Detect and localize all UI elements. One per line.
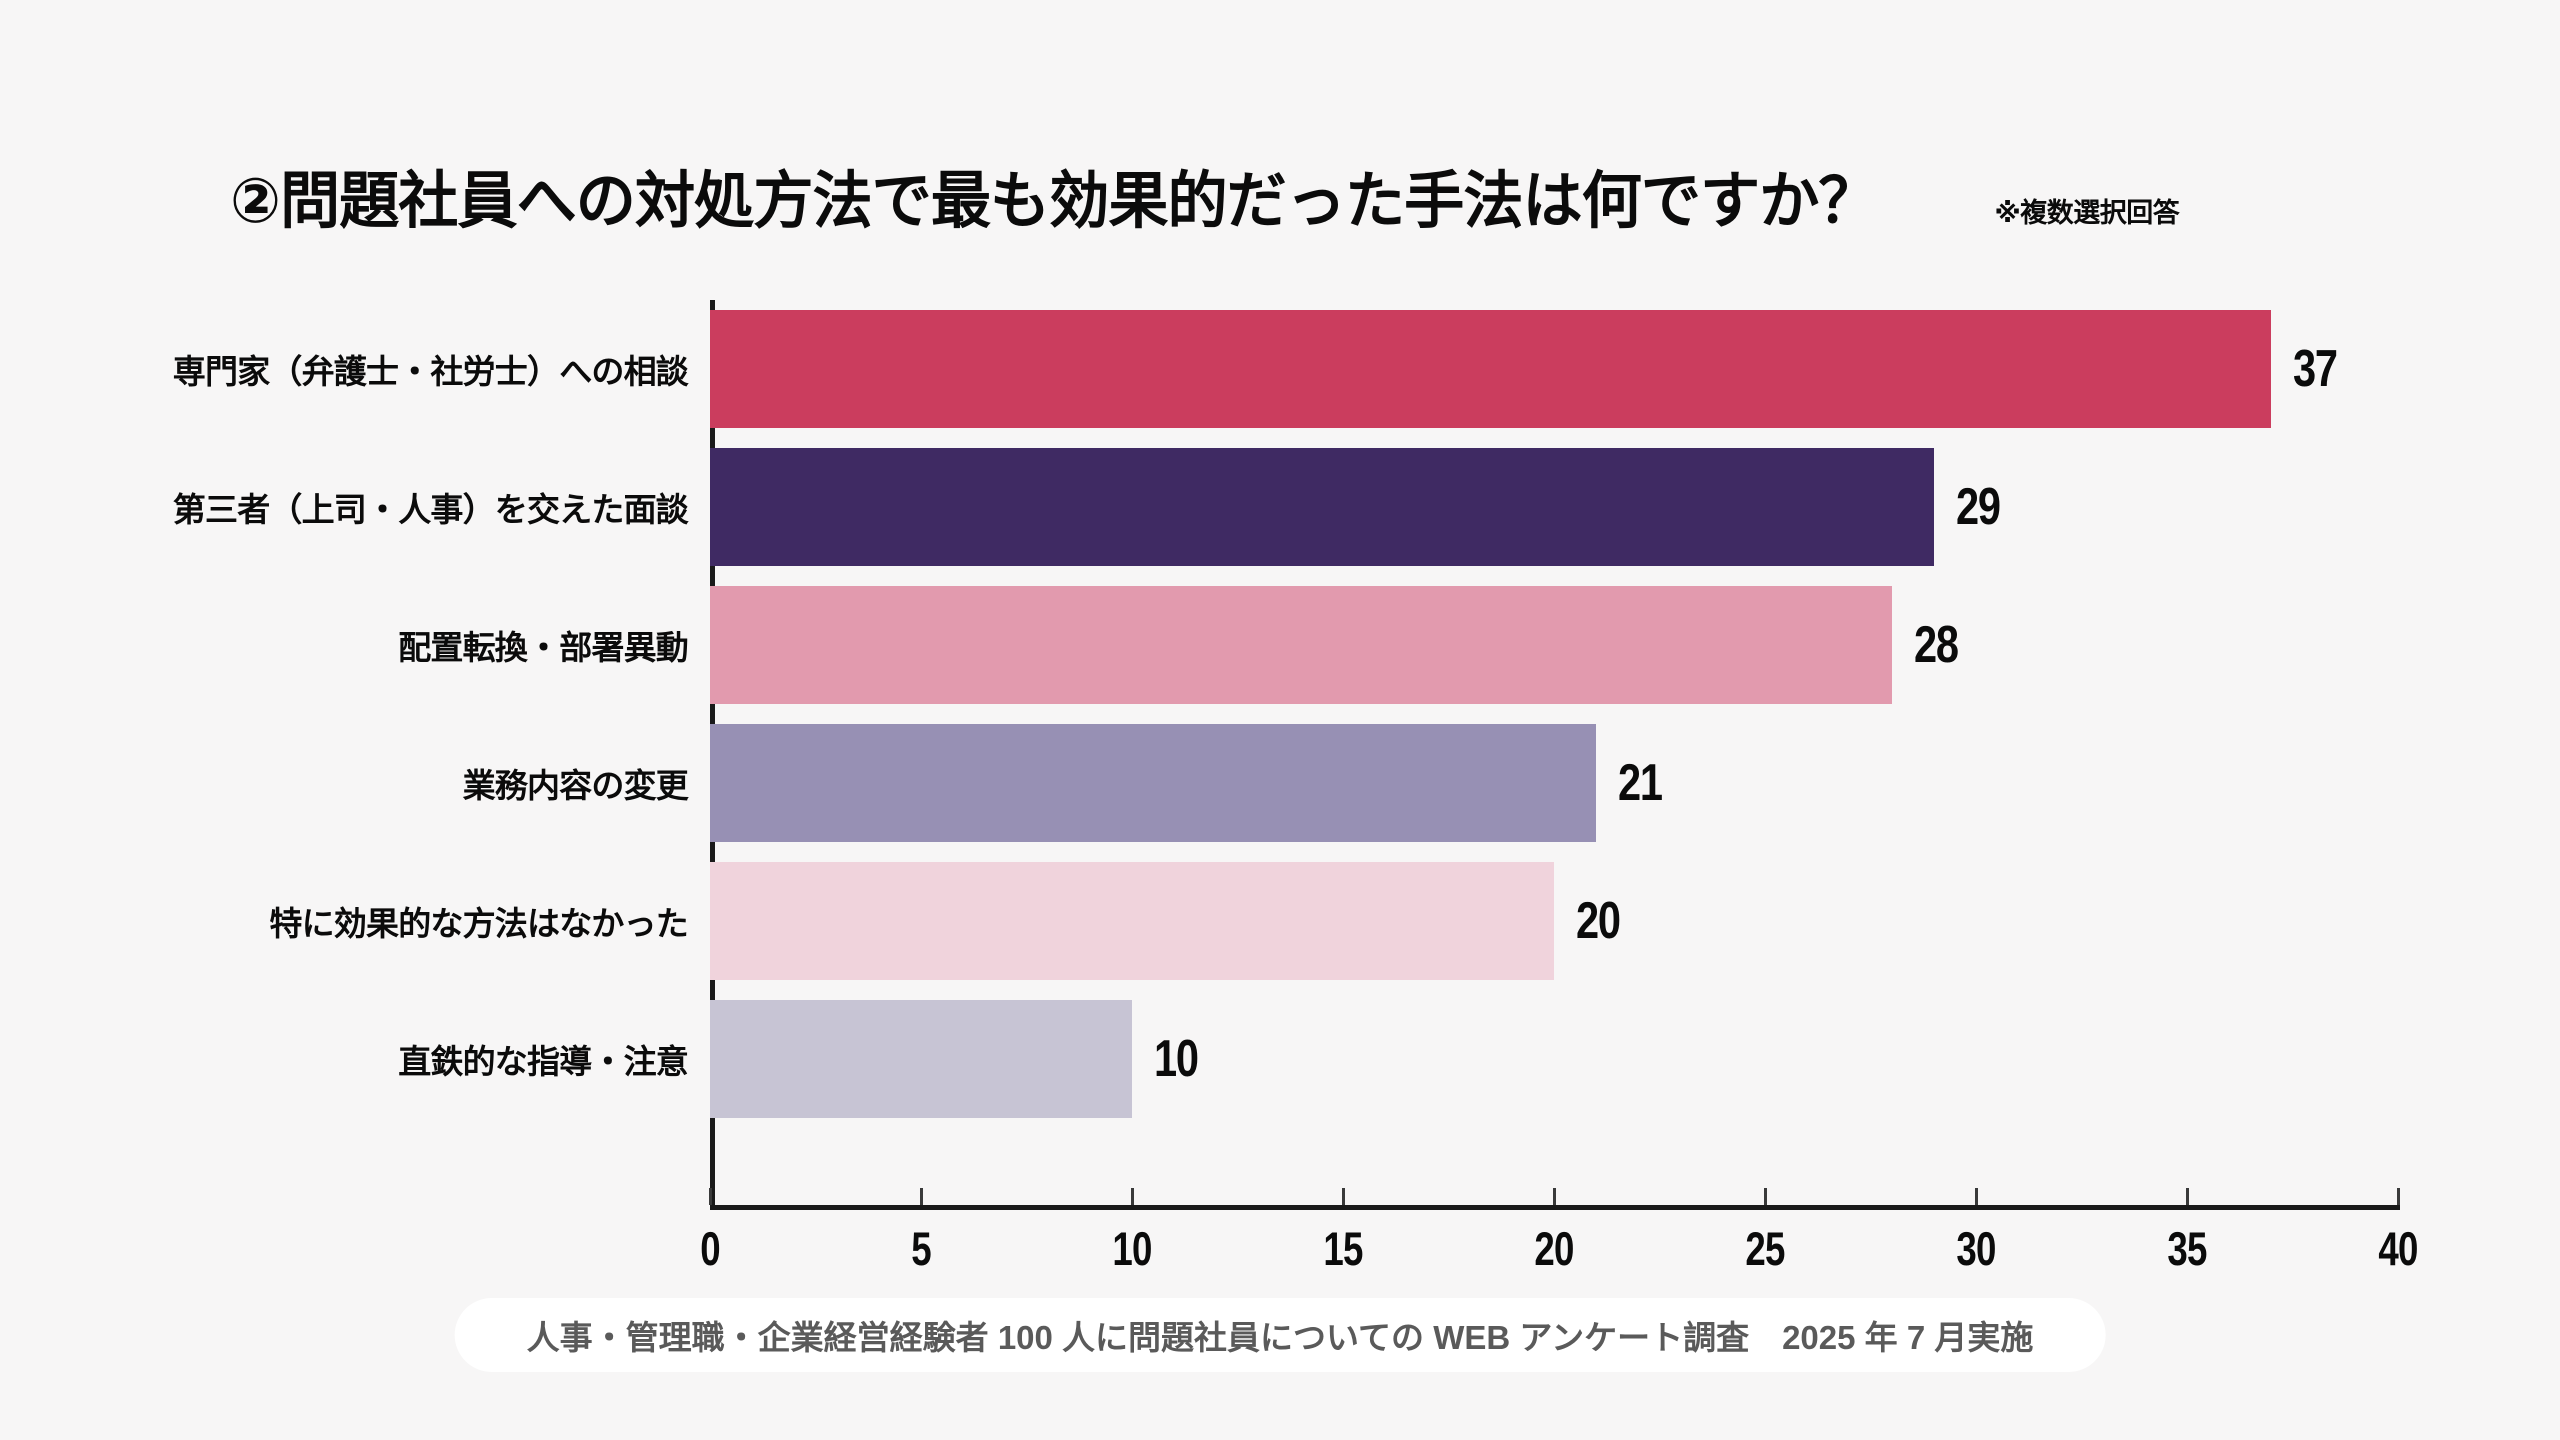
- bar-category-label: 専門家（弁護士・社労士）への相談: [172, 353, 689, 390]
- x-axis-tick: [1131, 1188, 1134, 1205]
- bar-segment[interactable]: [710, 1000, 1132, 1118]
- x-axis-tick-label: 10: [1112, 1222, 1152, 1275]
- bar-segment[interactable]: [710, 586, 1892, 704]
- x-axis-tick: [1764, 1188, 1767, 1205]
- survey-source-text: 人事・管理職・企業経営経験者 100 人に問題社員についての WEB アンケート…: [526, 1319, 2034, 1356]
- page-title: ②問題社員への対処方法で最も効果的だった手法は何ですか？: [230, 167, 1879, 236]
- x-axis-tick: [709, 1188, 712, 1205]
- chart-title-row: ②問題社員への対処方法で最も効果的だった手法は何ですか？ ※複数選択回答: [0, 150, 2560, 240]
- bar-segment[interactable]: [710, 724, 1597, 842]
- multiple-choice-note: ※複数選択回答: [1994, 198, 2180, 228]
- bar-row: 直鉄的な指導・注意 10: [0, 1000, 2560, 1118]
- bar-row: 業務内容の変更 21: [0, 724, 2560, 842]
- x-axis-tick: [2186, 1188, 2189, 1205]
- x-axis-tick-label: 20: [1534, 1222, 1574, 1275]
- bar-category-label: 配置転換・部署異動: [398, 629, 689, 666]
- bar-row: 第三者（上司・人事）を交えた面談 29: [0, 448, 2560, 566]
- bar-value-label: 37: [2293, 340, 2338, 398]
- x-axis-tick-label: 30: [1956, 1222, 1996, 1275]
- x-axis-tick: [1342, 1188, 1345, 1205]
- bar-category-label: 第三者（上司・人事）を交えた面談: [172, 491, 689, 528]
- bar-value-label: 28: [1913, 616, 1959, 674]
- x-axis-tick-label: 15: [1323, 1222, 1363, 1275]
- bar-segment[interactable]: [710, 310, 2272, 428]
- x-axis-tick-label: 40: [2378, 1222, 2418, 1275]
- bar-value-label: 29: [1955, 478, 2001, 536]
- survey-source-pill: 人事・管理職・企業経営経験者 100 人に問題社員についての WEB アンケート…: [454, 1298, 2106, 1372]
- bar-value-label: 21: [1618, 754, 1663, 812]
- x-axis-tick-label: 25: [1745, 1222, 1785, 1275]
- x-axis-tick: [1553, 1188, 1556, 1205]
- x-axis-line: [710, 1205, 2400, 1210]
- bar-segment[interactable]: [710, 448, 1934, 566]
- bar-value-label: 10: [1154, 1030, 1199, 1088]
- x-axis-tick-label: 0: [700, 1222, 720, 1275]
- bar-value-label: 20: [1576, 892, 1621, 950]
- bar-row: 特に効果的な方法はなかった 20: [0, 862, 2560, 980]
- bar-segment[interactable]: [710, 862, 1554, 980]
- bar-row: 専門家（弁護士・社労士）への相談 37: [0, 310, 2560, 428]
- x-axis-tick: [1975, 1188, 1978, 1205]
- x-axis-tick: [920, 1188, 923, 1205]
- bar-category-label: 業務内容の変更: [462, 767, 689, 804]
- x-axis-tick-label: 5: [911, 1222, 931, 1275]
- bar-category-label: 直鉄的な指導・注意: [398, 1043, 689, 1080]
- bar-category-label: 特に効果的な方法はなかった: [269, 905, 688, 942]
- x-axis-tick-label: 35: [2167, 1222, 2207, 1275]
- bar-row: 配置転換・部署異動 28: [0, 586, 2560, 704]
- x-axis-tick: [2397, 1188, 2400, 1205]
